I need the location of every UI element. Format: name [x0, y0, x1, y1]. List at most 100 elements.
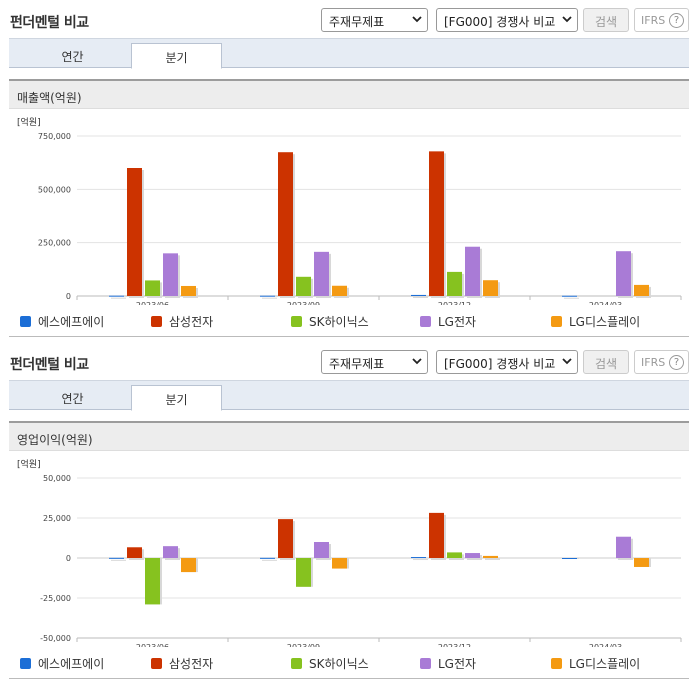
- peer-select[interactable]: [FG000] 경쟁사 비교: [436, 8, 578, 32]
- y-tick-label: 0: [66, 292, 71, 301]
- legend-swatch: [551, 658, 562, 669]
- x-tick-label: 2023/06: [136, 301, 169, 305]
- chevron-down-icon: [412, 16, 422, 23]
- x-tick-label: 2023/09: [287, 301, 320, 305]
- statement-select-value: 주재무제표: [329, 15, 385, 29]
- legend-item[interactable]: LG디스플레이: [551, 313, 640, 330]
- metric-header: 영업이익(억원): [9, 421, 689, 451]
- statement-select[interactable]: 주재무제표: [321, 350, 428, 374]
- bar: [260, 557, 275, 559]
- tab-annual[interactable]: 연간: [61, 392, 84, 406]
- legend-item[interactable]: SK하이닉스: [291, 313, 369, 330]
- chart-legend: 에스에프에이 삼성전자 SK하이닉스 LG전자 LG디스플레이: [20, 313, 680, 331]
- bar: [411, 557, 426, 559]
- statement-select-value: 주재무제표: [329, 357, 385, 371]
- legend-swatch: [420, 658, 431, 669]
- legend-swatch: [551, 316, 562, 327]
- ifrs-button[interactable]: IFRS ?: [634, 8, 689, 32]
- legend-swatch: [291, 658, 302, 669]
- bar: [465, 246, 480, 296]
- bar: [447, 271, 462, 296]
- help-icon[interactable]: ?: [669, 13, 684, 28]
- section-header: 펀더멘털 비교 주재무제표 [FG000] 경쟁사 비교 검색 IFRS ?: [0, 342, 696, 378]
- unit-label: [억원]: [17, 458, 41, 470]
- legend-item[interactable]: LG디스플레이: [551, 655, 640, 672]
- tab-quarterly[interactable]: 분기: [131, 385, 222, 411]
- x-tick-label: 2024/03: [589, 643, 622, 647]
- legend-label: SK하이닉스: [309, 657, 369, 671]
- section-header: 펀더멘털 비교 주재무제표 [FG000] 경쟁사 비교 검색 IFRS ?: [0, 0, 696, 36]
- legend-item[interactable]: 에스에프에이: [20, 313, 104, 330]
- bar: [278, 519, 293, 558]
- bar: [562, 295, 577, 297]
- bar-shadow: [262, 559, 277, 561]
- bar: [109, 295, 124, 297]
- unit-label: [억원]: [17, 116, 41, 128]
- bar: [465, 553, 480, 558]
- x-tick-label: 2023/06: [136, 643, 169, 647]
- bar: [109, 557, 124, 559]
- metric-title: 영업이익(억원): [17, 433, 93, 447]
- bar: [411, 294, 426, 296]
- legend-label: 에스에프에이: [38, 657, 105, 671]
- bar: [616, 536, 631, 558]
- legend-item[interactable]: 삼성전자: [151, 313, 213, 330]
- search-button[interactable]: 검색: [583, 350, 629, 374]
- y-tick-label: 250,000: [38, 239, 71, 248]
- legend-item[interactable]: 삼성전자: [151, 655, 213, 672]
- bar: [332, 558, 347, 569]
- legend-label: 삼성전자: [169, 315, 214, 329]
- bar-chart: [억원] 0 250,000 500,000 750,000 2023/06 2023/09…: [17, 116, 682, 305]
- section-divider: [9, 336, 689, 337]
- bar: [127, 168, 142, 296]
- tab-quarterly[interactable]: 분기: [131, 43, 222, 69]
- bar-shadow: [413, 559, 428, 561]
- period-tabs: 연간 분기: [9, 380, 689, 411]
- fundamental-section-revenue: 펀더멘털 비교 주재무제표 [FG000] 경쟁사 비교 검색 IFRS ? 연…: [0, 0, 696, 331]
- bar: [260, 295, 275, 297]
- y-tick-label: 500,000: [38, 185, 71, 194]
- peer-select-value: [FG000] 경쟁사 비교: [444, 357, 556, 371]
- ifrs-label: IFRS: [641, 356, 666, 369]
- help-icon[interactable]: ?: [669, 355, 684, 370]
- bar-shadow: [111, 297, 126, 299]
- peer-select[interactable]: [FG000] 경쟁사 비교: [436, 350, 578, 374]
- legend-swatch: [151, 658, 162, 669]
- search-button[interactable]: 검색: [583, 8, 629, 32]
- chevron-down-icon: [562, 16, 572, 23]
- y-tick-label: 50,000: [43, 474, 71, 483]
- bar: [145, 280, 160, 296]
- y-tick-label: -25,000: [40, 594, 71, 603]
- bar: [562, 558, 577, 559]
- legend-item[interactable]: 에스에프에이: [20, 655, 104, 672]
- chevron-down-icon: [412, 358, 422, 365]
- legend-label: LG디스플레이: [569, 315, 641, 329]
- legend-item[interactable]: LG전자: [420, 655, 476, 672]
- legend-swatch: [20, 658, 31, 669]
- legend-item[interactable]: LG전자: [420, 313, 476, 330]
- bar-shadow: [413, 296, 428, 298]
- y-tick-label: -50,000: [40, 634, 71, 643]
- bar: [332, 285, 347, 296]
- tab-annual[interactable]: 연간: [61, 50, 84, 64]
- ifrs-button[interactable]: IFRS ?: [634, 350, 689, 374]
- x-tick-label: 2024/03: [589, 301, 622, 305]
- y-tick-label: 750,000: [38, 132, 71, 141]
- bar-shadow: [485, 557, 500, 560]
- y-tick-label: 25,000: [43, 514, 71, 523]
- bar: [181, 285, 196, 296]
- legend-swatch: [291, 316, 302, 327]
- bar: [296, 558, 311, 587]
- bar: [127, 547, 142, 558]
- metric-header: 매출액(억원): [9, 79, 689, 109]
- chart-legend: 에스에프에이 삼성전자 SK하이닉스 LG전자 LG디스플레이: [20, 655, 680, 673]
- bar: [296, 276, 311, 296]
- legend-label: LG전자: [438, 315, 477, 329]
- legend-item[interactable]: SK하이닉스: [291, 655, 369, 672]
- peer-select-value: [FG000] 경쟁사 비교: [444, 15, 556, 29]
- bar: [314, 542, 329, 558]
- statement-select[interactable]: 주재무제표: [321, 8, 428, 32]
- x-tick-label: 2023/09: [287, 643, 320, 647]
- ifrs-label: IFRS: [641, 14, 666, 27]
- bar-shadow: [111, 559, 126, 561]
